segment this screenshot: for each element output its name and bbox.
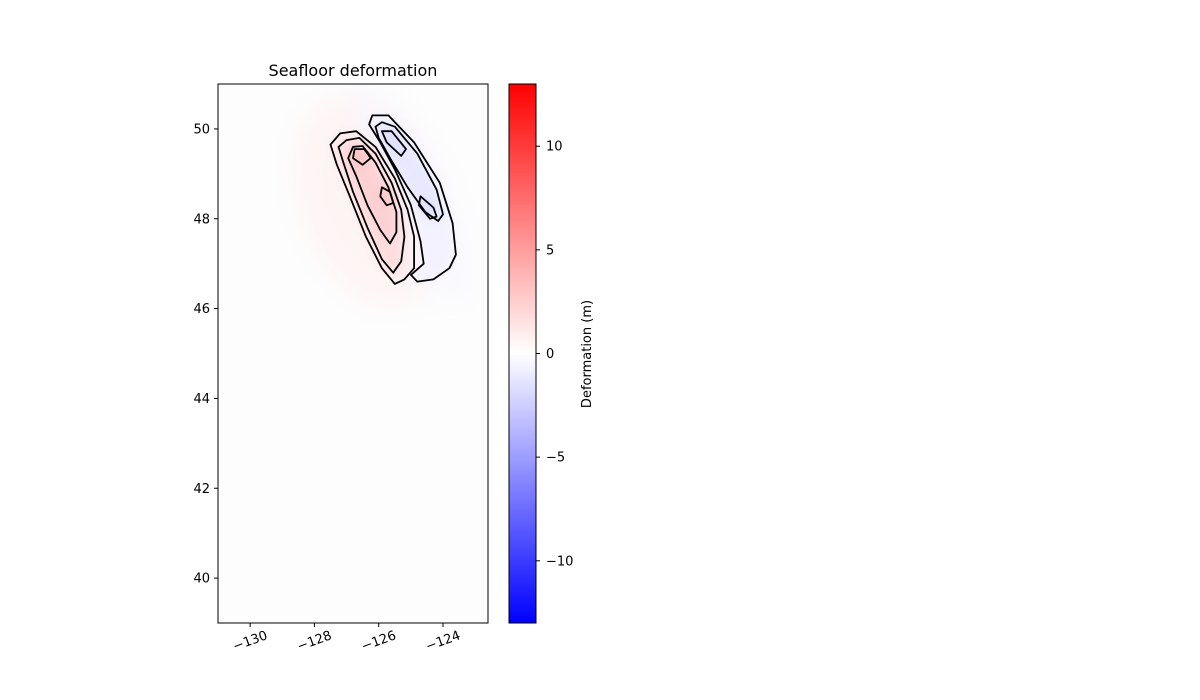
colorbar-tick-label: 0: [546, 347, 554, 362]
colorbar-gradient: [508, 83, 537, 624]
uplift-contour-4: [379, 186, 395, 207]
y-tick-label: 40: [193, 572, 210, 587]
subsidence-fill-3: [418, 196, 437, 219]
subsidence-contour-1: [374, 121, 444, 222]
x-tick-label: −128: [295, 628, 334, 654]
subsidence-contour-0: [368, 114, 457, 283]
plot-area: [217, 83, 489, 624]
colorbar-tick-label: 5: [546, 243, 554, 258]
colorbar-label: Deformation (m): [580, 300, 595, 408]
x-tick-label: −126: [360, 628, 399, 654]
uplift-contour-2: [347, 145, 398, 245]
uplift-contour-0: [329, 130, 415, 285]
y-tick-label: 46: [193, 302, 210, 317]
x-axis: −130 −128 −126 −124: [231, 623, 463, 655]
contour-lines: [329, 114, 457, 285]
y-tick-label: 42: [193, 482, 210, 497]
uplift-contour-1: [337, 137, 406, 274]
colorbar-tick-label: 10: [546, 140, 563, 155]
subsidence-fill-2: [381, 131, 406, 156]
colorbar: −10 −5 0 5 10 Deformation (m): [508, 83, 595, 624]
subsidence-contour-2: [381, 130, 407, 157]
chart-title: Seafloor deformation: [269, 61, 438, 80]
uplift-contour-3: [352, 148, 372, 166]
subsidence-contour-3: [418, 195, 438, 220]
x-tick-label: −124: [424, 628, 463, 654]
colorbar-tick-label: −5: [546, 451, 565, 466]
plot-frame: [217, 83, 489, 624]
y-tick-label: 44: [193, 392, 210, 407]
x-tick-label: −130: [231, 628, 270, 654]
y-axis: 40 42 44 46 48 50: [193, 122, 218, 587]
y-tick-label: 48: [193, 212, 210, 227]
colorbar-ticks: −10 −5 0 5 10: [536, 140, 573, 569]
colorbar-tick-label: −10: [546, 554, 573, 569]
y-tick-label: 50: [193, 122, 210, 137]
